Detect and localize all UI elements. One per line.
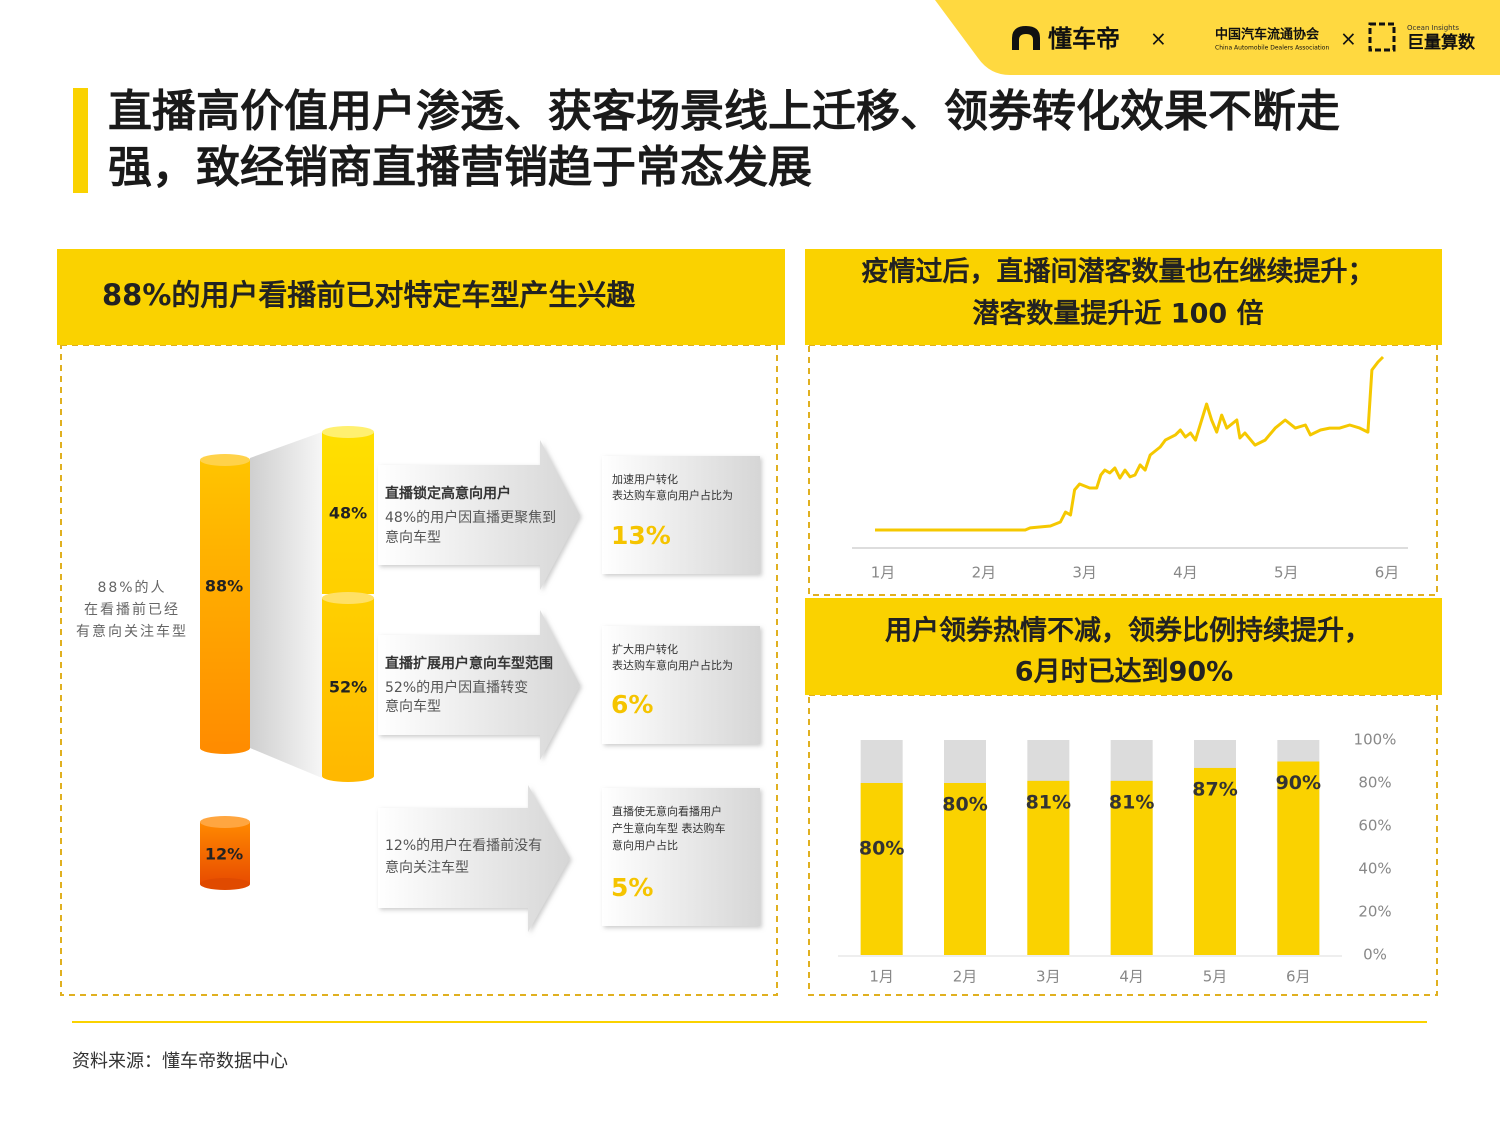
logo-text: 中国汽车流通协会 xyxy=(1215,27,1320,43)
logo-text: 巨量算数 xyxy=(1407,32,1476,53)
y-tick-label: 20% xyxy=(1358,903,1391,921)
cylinder xyxy=(200,460,250,748)
card-text: 表达购车意向用户占比为 xyxy=(612,658,733,672)
x-tick-label: 1月 xyxy=(869,968,894,986)
card-text: 加速用户转化 xyxy=(612,472,678,486)
x-tick-label: 6月 xyxy=(1375,564,1400,582)
y-tick-label: 100% xyxy=(1354,731,1397,749)
cylinder xyxy=(200,822,250,884)
chart-title: 潜客数量提升近 100 倍 xyxy=(972,298,1263,330)
row-heading: 直播扩展用户意向车型范围 xyxy=(385,655,553,672)
panel-header xyxy=(57,249,785,345)
panel-border xyxy=(808,344,1438,596)
bar xyxy=(1110,780,1153,955)
card-value: 13% xyxy=(611,521,671,550)
bar xyxy=(1194,767,1236,955)
bar-label: 80% xyxy=(942,794,987,816)
card-text: 意向用户占比 xyxy=(612,838,678,852)
source: 资料来源：懂车帝数据中心 xyxy=(72,1051,288,1072)
row-desc: 12%的用户在看播前没有 xyxy=(385,837,542,854)
page-title: 直播高价值用户渗透、获客场景线上迁移、领券转化效果不断走 xyxy=(108,86,1340,137)
logo-sep: × xyxy=(1150,27,1167,51)
side-note: 有意向关注车型 xyxy=(76,623,188,640)
logo-tab xyxy=(935,0,1500,75)
cylinder-bottom xyxy=(322,770,374,782)
card-text: 直播使无意向看播用户 xyxy=(612,804,722,818)
logo-sep: × xyxy=(1340,27,1357,51)
arrow xyxy=(378,610,580,760)
panel-title: 88%的用户看播前已对特定车型产生兴趣 xyxy=(102,278,635,312)
card-value: 6% xyxy=(611,690,653,719)
cylinder-label: 12% xyxy=(205,845,243,864)
cylinder-label: 48% xyxy=(329,504,367,523)
cylinder-bottom xyxy=(200,878,250,890)
cylinder xyxy=(322,432,374,594)
x-tick-label: 3月 xyxy=(1072,564,1097,582)
cylinder-top xyxy=(200,816,250,828)
page-title: 强，致经销商直播营销趋于常态发展 xyxy=(108,142,812,193)
y-tick-label: 40% xyxy=(1358,860,1391,878)
row-desc: 48%的用户因直播更聚焦到 xyxy=(385,509,556,526)
line xyxy=(875,355,1385,532)
logo-text: Ocean Insights xyxy=(1407,24,1459,32)
chart-title: 6月时已达到90% xyxy=(1015,657,1233,688)
y-tick-label: 60% xyxy=(1358,817,1391,835)
logo-text: China Automobile Dealers Association xyxy=(1215,45,1329,52)
panel-header xyxy=(805,598,1442,695)
y-tick-label: 80% xyxy=(1358,774,1391,792)
logo-text: 懂车帝 xyxy=(1048,25,1120,53)
x-tick-label: 2月 xyxy=(953,968,978,986)
arrow xyxy=(378,785,570,932)
card-text: 表达购车意向用户占比为 xyxy=(612,488,733,502)
x-tick-label: 1月 xyxy=(871,564,896,582)
x-tick-label: 4月 xyxy=(1119,968,1144,986)
side-note: 在看播前已经 xyxy=(84,601,180,618)
y-tick-label: 0% xyxy=(1363,946,1387,964)
chart-title: 疫情过后，直播间潜客数量也在继续提升； xyxy=(862,256,1375,288)
card xyxy=(602,788,760,926)
chart-title: 用户领券热情不减，领券比例持续提升， xyxy=(885,615,1371,647)
panel-header xyxy=(805,249,1442,345)
bar-label: 81% xyxy=(1026,791,1071,813)
card-text: 扩大用户转化 xyxy=(612,642,678,656)
row-heading: 直播锁定高意向用户 xyxy=(385,485,511,502)
x-tick-label: 5月 xyxy=(1274,564,1299,582)
bar xyxy=(1277,761,1320,955)
card xyxy=(602,626,760,744)
cylinder-top xyxy=(322,592,374,604)
bar xyxy=(944,783,986,955)
row-desc: 52%的用户因直播转变 xyxy=(385,679,528,696)
x-tick-label: 3月 xyxy=(1036,968,1061,986)
bar xyxy=(860,783,903,955)
card-value: 5% xyxy=(611,873,653,902)
bar-label: 80% xyxy=(859,838,904,860)
connector xyxy=(250,432,322,778)
bar xyxy=(1027,780,1070,955)
title-accent xyxy=(73,88,88,193)
x-tick-label: 2月 xyxy=(972,564,997,582)
cylinder xyxy=(322,598,374,776)
card-text: 产生意向车型 表达购车 xyxy=(612,821,726,835)
cylinder-bottom xyxy=(200,742,250,754)
x-tick-label: 6月 xyxy=(1286,968,1311,986)
bar-label: 87% xyxy=(1192,778,1237,800)
logo-icon xyxy=(1368,22,1396,52)
bar-label: 90% xyxy=(1276,772,1321,794)
row-desc: 意向关注车型 xyxy=(385,859,469,876)
row-desc: 意向车型 xyxy=(385,529,441,546)
cylinder-top xyxy=(322,426,374,438)
arrow xyxy=(378,440,580,590)
bar-label: 81% xyxy=(1109,791,1154,813)
cylinder-top xyxy=(200,454,250,466)
row-desc: 意向车型 xyxy=(385,698,441,715)
cylinder-label: 52% xyxy=(329,678,367,697)
cylinder-label: 88% xyxy=(205,577,243,596)
logo-icon xyxy=(1012,26,1040,50)
card xyxy=(602,456,760,574)
x-tick-label: 5月 xyxy=(1203,968,1228,986)
side-note: 88%的人 xyxy=(97,580,166,596)
x-tick-label: 4月 xyxy=(1173,564,1198,582)
